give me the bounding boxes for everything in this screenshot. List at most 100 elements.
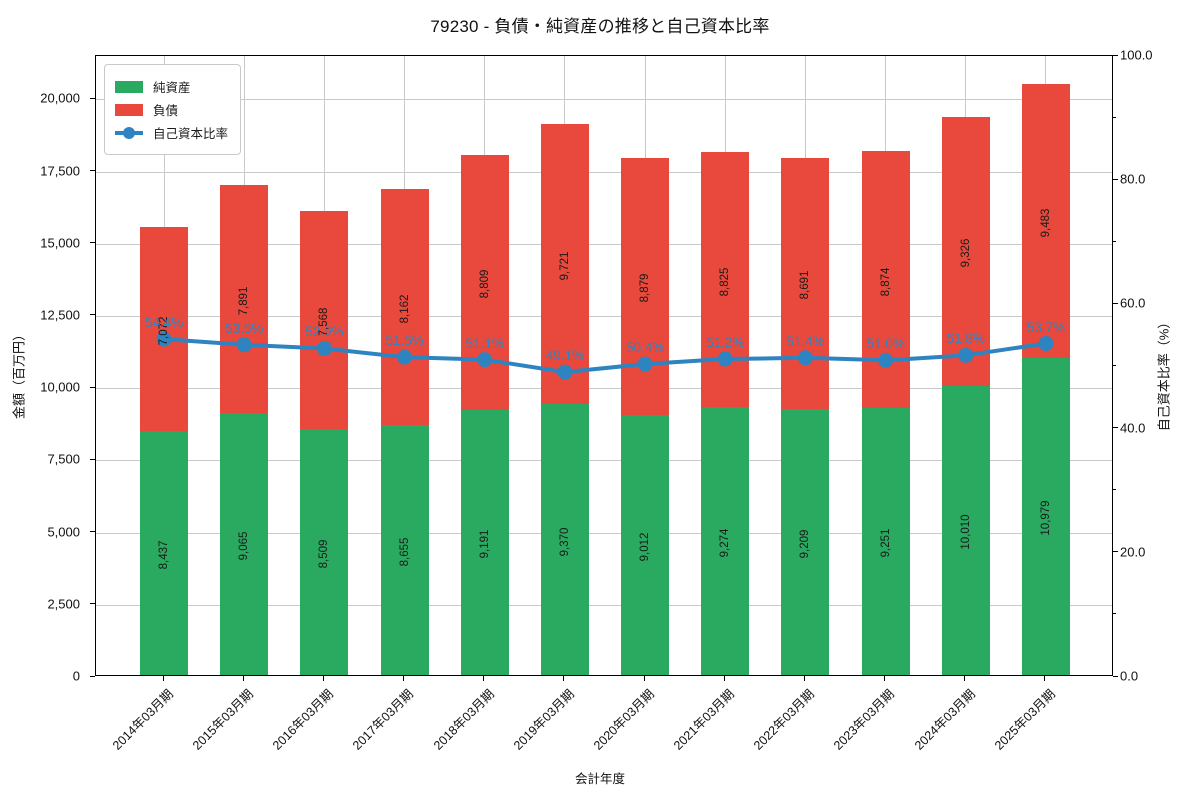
x-tick-label: 2018年03月期 [430,686,497,753]
ratio-point-marker [958,347,974,363]
x-tick-label: 2025年03月期 [991,686,1058,753]
axis-tick [1113,116,1116,118]
y-tick-label-left: 17,500 [40,163,80,179]
ratio-percent-label: 51.2% [706,335,745,351]
x-tick-label: 2022年03月期 [751,686,818,753]
ratio-percent-label: 52.9% [305,324,344,340]
y-tick-label-right: 60.0 [1120,295,1146,311]
axis-tick [90,531,95,533]
axis-tick [242,676,244,681]
bar-segment-equity [380,425,429,675]
ratio-line-marker-icon [115,126,143,139]
axis-tick [1113,427,1118,429]
y-tick-label-left: 5,000 [47,524,80,540]
ratio-point-marker [717,351,733,367]
h-gridline [96,532,1112,534]
axis-tick [563,676,565,681]
bar-segment-debt [380,189,429,426]
legend: 純資産 負債 自己資本比率 [104,64,242,155]
legend-label-equity: 純資産 [153,81,191,95]
y-tick-label-left: 20,000 [40,90,80,106]
y-tick-label-left: 10,000 [40,379,80,395]
bar-segment-debt [1021,84,1070,358]
ratio-point-marker [878,352,894,368]
axis-tick [90,97,95,99]
x-tick-label: 2021年03月期 [671,686,737,753]
x-tick-label: 2020年03月期 [590,686,657,753]
y-tick-label-right: 0.0 [1120,668,1139,684]
axis-tick [803,676,805,681]
legend-label-debt: 負債 [153,104,179,118]
bar-segment-debt [220,185,269,414]
y-tick-label-right: 20.0 [1120,544,1146,560]
axis-tick [643,676,645,681]
h-gridline [96,460,1112,462]
y-tick-label-left: 7,500 [47,451,80,467]
debt-swatch-icon [115,103,143,116]
x-tick-label: 2023年03月期 [831,686,898,753]
ratio-point-marker [637,356,653,372]
ratio-point-marker [1038,336,1054,352]
chart-title: 79230 - 負債・純資産の推移と自己資本比率 [430,17,770,36]
axis-tick [90,458,95,460]
legend-item-debt: 負債 [115,100,228,119]
axis-tick [403,676,405,681]
ratio-percent-label: 53.7% [1026,319,1066,335]
ratio-percent-label: 51.1% [465,335,504,351]
bar-segment-equity [781,409,830,675]
axis-tick [1113,675,1118,677]
equity-value-label: 9,370 [558,527,571,557]
debt-value-label: 9,326 [959,238,972,268]
h-gridline [96,243,1112,245]
axis-tick [1113,302,1118,304]
bar-segment-debt [781,158,830,410]
ratio-percent-label: 53.5% [225,320,264,336]
axis-tick [162,676,164,681]
bar-segment-equity [701,407,750,675]
equity-value-label: 9,012 [639,532,652,562]
legend-item-ratio: 自己資本比率 [115,123,228,142]
y-tick-label-right: 40.0 [1120,420,1146,436]
equity-value-label: 9,251 [879,529,892,558]
x-tick-label: 2016年03月期 [270,686,337,753]
axis-tick [1113,178,1118,180]
bar-segment-debt [540,123,589,405]
y-axis-title-left: 金額（百万円） [11,328,27,420]
equity-value-label: 10,979 [1039,500,1052,537]
x-tick-label: 2024年03月期 [911,686,978,753]
ratio-percent-label: 51.0% [866,336,905,352]
h-gridline [96,315,1112,317]
ratio-point-marker [236,337,252,353]
ratio-point-marker [397,349,413,365]
x-tick-label: 2017年03月期 [350,686,417,753]
equity-value-label: 9,065 [238,531,251,561]
ratio-percent-label: 51.8% [946,331,985,347]
axis-tick [90,170,95,172]
debt-value-label: 9,721 [558,251,571,281]
axis-tick [1113,54,1118,56]
debt-value-label: 8,874 [879,267,892,297]
ratio-line-series [156,331,1054,380]
axis-tick [483,676,485,681]
ratio-percent-label: 50.4% [625,340,665,356]
legend-label-ratio: 自己資本比率 [153,127,229,141]
ratio-percent-label: 51.5% [385,333,424,349]
bar-segment-debt [621,158,670,415]
axis-tick [1113,613,1116,615]
ratio-percent-label: 49.1% [545,348,585,364]
ratio-percent-label: 54.4% [144,315,184,331]
legend-item-equity: 純資産 [115,77,228,96]
bar-segment-equity [861,407,910,675]
h-gridline [96,388,1112,390]
bar-segment-equity [540,404,589,675]
axis-tick [884,676,886,681]
ratio-percent-label: 51.4% [786,333,825,349]
bar-segment-equity [140,431,189,675]
debt-value-label: 9,483 [1039,208,1052,238]
h-gridline [96,171,1112,173]
axis-tick [90,603,95,605]
equity-value-label: 8,509 [318,539,331,569]
bar-segment-equity [1021,357,1070,675]
y-axis-title-right: 自己資本比率（%） [1156,315,1172,432]
